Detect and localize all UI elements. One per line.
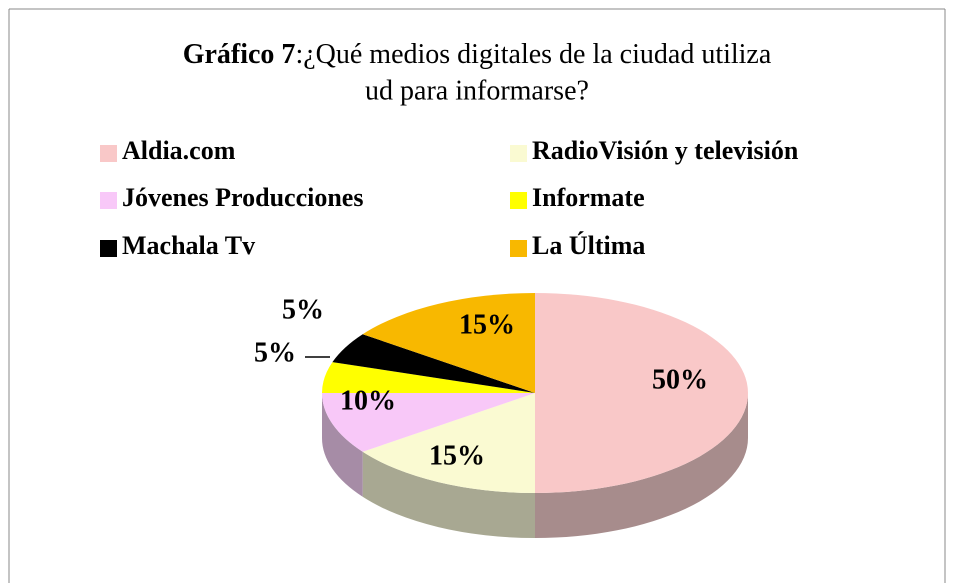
legend-label: Aldia.com xyxy=(122,136,236,165)
legend-label: Jóvenes Producciones xyxy=(122,183,363,212)
legend-label: RadioVisión y televisión xyxy=(532,136,799,165)
legend-swatch xyxy=(100,240,117,257)
chart-title: Gráfico 7:¿Qué medios digitales de la ci… xyxy=(183,39,772,70)
title-line1: :¿Qué medios digitales de la ciudad util… xyxy=(295,39,771,70)
pie-side xyxy=(535,393,748,538)
pie-slice xyxy=(322,393,535,452)
chart-title-line2: ud para informarse? xyxy=(365,75,589,106)
pie-side xyxy=(362,451,535,538)
pie-slice xyxy=(362,393,535,493)
legend-swatch xyxy=(510,145,527,162)
legend-label: Machala Tv xyxy=(122,231,255,260)
legend-swatch xyxy=(510,240,527,257)
legend-label: La Última xyxy=(532,231,645,260)
pie-side xyxy=(322,393,363,497)
pie-slice xyxy=(535,293,748,493)
data-label: 15% xyxy=(459,309,515,340)
legend-swatch xyxy=(510,192,527,209)
legend-label: Informate xyxy=(532,183,645,212)
title-prefix: Gráfico 7 xyxy=(183,39,296,70)
legend-swatch xyxy=(100,192,117,209)
data-label: 50% xyxy=(652,364,708,395)
pie-tops xyxy=(322,293,748,493)
legend-swatch xyxy=(100,145,117,162)
data-label: 5% xyxy=(282,294,324,325)
data-label: 15% xyxy=(429,440,485,471)
pie-slice xyxy=(322,362,535,393)
pie-slice xyxy=(362,293,535,393)
data-label: 5% xyxy=(254,337,296,368)
pie-slice xyxy=(332,334,535,393)
pie-sides xyxy=(322,393,748,538)
data-label: 10% xyxy=(340,385,396,416)
